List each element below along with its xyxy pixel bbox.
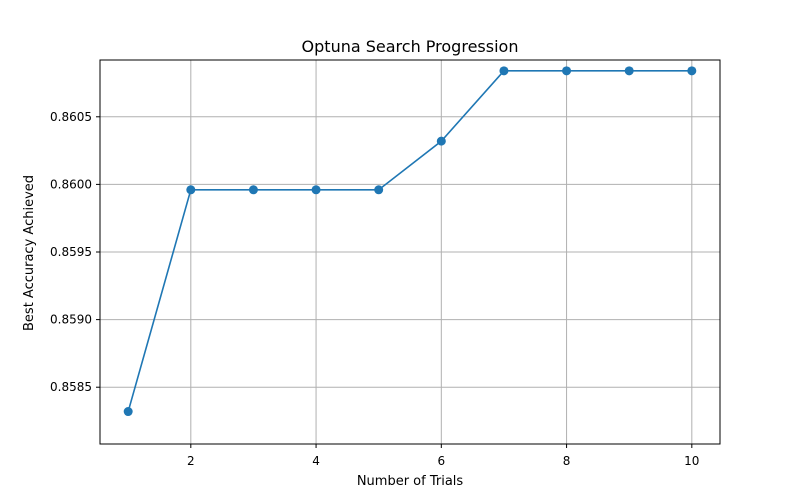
x-tick-label: 8 xyxy=(563,454,571,468)
data-point xyxy=(562,66,572,76)
x-tick-label: 10 xyxy=(684,454,699,468)
data-point xyxy=(687,66,697,76)
series-layer xyxy=(123,66,697,417)
data-point xyxy=(436,136,446,146)
y-tick-label: 0.8590 xyxy=(50,313,92,327)
data-point xyxy=(624,66,634,76)
data-point xyxy=(499,66,509,76)
x-tick-label: 2 xyxy=(187,454,195,468)
y-tick-label: 0.8595 xyxy=(50,245,92,259)
data-point xyxy=(123,407,133,417)
x-tick-label: 4 xyxy=(312,454,320,468)
data-point xyxy=(186,185,196,195)
x-axis-label: Number of Trials xyxy=(357,474,464,489)
chart-title: Optuna Search Progression xyxy=(302,37,519,56)
y-tick-label: 0.8605 xyxy=(50,110,92,124)
y-tick-label: 0.8600 xyxy=(50,177,92,191)
data-point xyxy=(374,185,384,195)
y-axis-label: Best Accuracy Achieved xyxy=(22,175,37,331)
ticks-layer: 2 4 6 8 10 0.8585 0.8590 0.8595 0.8600 0.8605 xyxy=(50,110,699,468)
data-point xyxy=(248,185,258,195)
x-tick-label: 6 xyxy=(437,454,445,468)
data-point xyxy=(311,185,321,195)
grid-lines xyxy=(100,60,720,444)
series-line xyxy=(127,70,692,412)
y-tick-label: 0.8585 xyxy=(50,380,92,394)
